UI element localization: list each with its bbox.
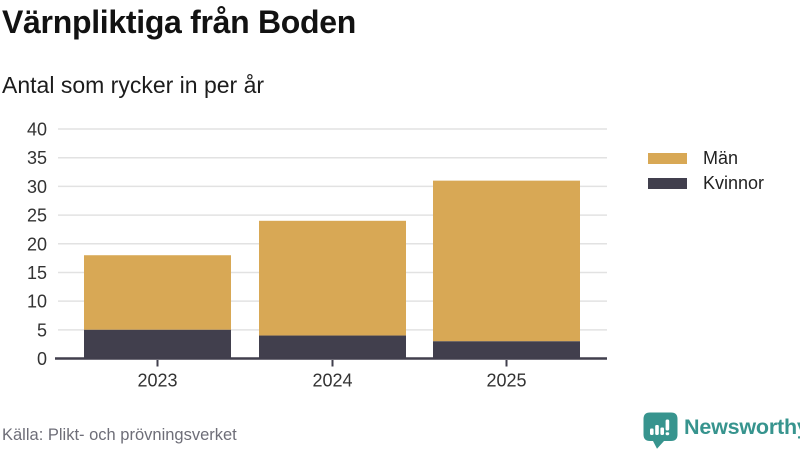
y-tick-label-5: 5 <box>37 320 47 340</box>
bar-kvinnor-2023 <box>84 329 231 359</box>
y-tick-label-40: 40 <box>27 120 47 140</box>
legend: Män Kvinnor <box>648 146 764 196</box>
newsworthy-logo[interactable]: Newsworthy <box>643 412 800 450</box>
x-tick-label-2024: 2024 <box>312 371 352 391</box>
bar-man-2025 <box>433 180 580 342</box>
legend-label-man: Män <box>703 148 739 168</box>
bar-kvinnor-2024 <box>259 335 406 359</box>
x-tick-label-2023: 2023 <box>137 371 177 391</box>
source-note: Källa: Plikt- och prövningsverket <box>2 426 237 444</box>
y-tick-label-20: 20 <box>27 234 47 254</box>
newsworthy-icon <box>643 412 678 449</box>
bar-man-2024 <box>259 220 406 336</box>
bar-kvinnor-2025 <box>433 341 580 359</box>
y-tick-label-0: 0 <box>37 349 47 369</box>
bar-man-2023 <box>84 255 231 330</box>
y-tick-label-25: 25 <box>27 206 47 226</box>
legend-swatch-kvinnor <box>648 178 687 189</box>
x-tick-label-2025: 2025 <box>486 371 526 391</box>
legend-swatch-man <box>648 153 687 164</box>
legend-label-kvinnor: Kvinnor <box>703 173 765 193</box>
chart-subtitle: Antal som rycker in per år <box>2 72 265 98</box>
newsworthy-wordmark: Newsworthy <box>684 415 800 439</box>
legend-item-kvinnor: Kvinnor <box>648 171 764 196</box>
y-tick-label-30: 30 <box>27 177 47 197</box>
chart-title: Värnpliktiga från Boden <box>2 4 357 40</box>
legend-item-man: Män <box>648 146 764 171</box>
y-tick-label-35: 35 <box>27 148 47 168</box>
y-tick-label-10: 10 <box>27 292 47 312</box>
y-tick-label-15: 15 <box>27 263 47 283</box>
